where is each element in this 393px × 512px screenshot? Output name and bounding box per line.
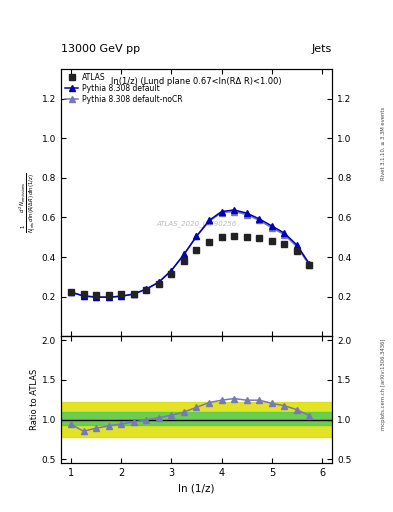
ATLAS [156, 281, 161, 287]
ATLAS [282, 241, 287, 247]
ATLAS [244, 234, 249, 240]
Pythia 8.308 default-noCR [232, 208, 237, 215]
Pythia 8.308 default [295, 242, 299, 248]
Pythia 8.308 default-noCR [282, 231, 287, 238]
Pythia 8.308 default-noCR [257, 218, 262, 224]
Text: mcplots.cern.ch [arXiv:1306.3436]: mcplots.cern.ch [arXiv:1306.3436] [381, 338, 386, 430]
ATLAS [169, 271, 174, 277]
Pythia 8.308 default [131, 291, 136, 297]
Y-axis label: $\frac{1}{N_{\rm jets}}\frac{d^2 N_{\rm emissions}}{d\ln(R/\Delta R)\,d\ln(1/z)}: $\frac{1}{N_{\rm jets}}\frac{d^2 N_{\rm … [17, 173, 37, 233]
Pythia 8.308 default-noCR [94, 294, 98, 300]
Pythia 8.308 default [207, 218, 211, 224]
Pythia 8.308 default-noCR [119, 293, 123, 300]
Text: 13000 GeV pp: 13000 GeV pp [61, 44, 140, 54]
Pythia 8.308 default-noCR [307, 262, 312, 268]
Pythia 8.308 default-noCR [169, 267, 174, 273]
Pythia 8.308 default-noCR [270, 225, 274, 231]
Pythia 8.308 default [270, 223, 274, 229]
Text: ln(1/z) (Lund plane 0.67<ln(RΔ R)<1.00): ln(1/z) (Lund plane 0.67<ln(RΔ R)<1.00) [111, 77, 282, 86]
Pythia 8.308 default-noCR [219, 209, 224, 216]
ATLAS [307, 262, 312, 268]
Pythia 8.308 default [169, 267, 174, 273]
Pythia 8.308 default [94, 294, 98, 300]
Pythia 8.308 default [257, 216, 262, 222]
X-axis label: ln (1/z): ln (1/z) [178, 484, 215, 494]
Text: Rivet 3.1.10, ≥ 3.3M events: Rivet 3.1.10, ≥ 3.3M events [381, 106, 386, 180]
Pythia 8.308 default [69, 289, 73, 295]
Pythia 8.308 default-noCR [295, 244, 299, 250]
Pythia 8.308 default [81, 293, 86, 299]
Pythia 8.308 default-noCR [69, 289, 73, 295]
Pythia 8.308 default [219, 208, 224, 215]
Pythia 8.308 default-noCR [131, 291, 136, 297]
Pythia 8.308 default-noCR [244, 211, 249, 218]
Pythia 8.308 default [106, 294, 111, 300]
Line: Pythia 8.308 default-noCR: Pythia 8.308 default-noCR [68, 209, 312, 300]
ATLAS [81, 291, 86, 297]
Pythia 8.308 default [194, 233, 199, 239]
Pythia 8.308 default [244, 210, 249, 216]
Pythia 8.308 default-noCR [207, 219, 211, 225]
ATLAS [106, 292, 111, 298]
Text: ATLAS_2020_I1790256: ATLAS_2020_I1790256 [156, 221, 237, 227]
Legend: ATLAS, Pythia 8.308 default, Pythia 8.308 default-noCR: ATLAS, Pythia 8.308 default, Pythia 8.30… [63, 71, 184, 105]
Pythia 8.308 default [182, 251, 186, 258]
ATLAS [207, 239, 211, 245]
ATLAS [119, 291, 123, 297]
ATLAS [219, 234, 224, 240]
Line: ATLAS: ATLAS [68, 233, 312, 298]
Pythia 8.308 default [307, 261, 312, 267]
Pythia 8.308 default-noCR [156, 279, 161, 285]
Pythia 8.308 default-noCR [81, 293, 86, 299]
Pythia 8.308 default [144, 286, 149, 292]
ATLAS [232, 233, 237, 239]
Pythia 8.308 default [119, 293, 123, 300]
Pythia 8.308 default [282, 230, 287, 236]
ATLAS [194, 247, 199, 253]
ATLAS [270, 238, 274, 244]
ATLAS [295, 248, 299, 254]
Pythia 8.308 default-noCR [194, 233, 199, 239]
ATLAS [182, 258, 186, 264]
Pythia 8.308 default-noCR [144, 286, 149, 292]
ATLAS [94, 291, 98, 297]
ATLAS [257, 235, 262, 241]
Pythia 8.308 default [156, 279, 161, 285]
Pythia 8.308 default [232, 207, 237, 213]
Pythia 8.308 default-noCR [182, 251, 186, 258]
Pythia 8.308 default-noCR [106, 294, 111, 300]
Text: Jets: Jets [312, 44, 332, 54]
Line: Pythia 8.308 default: Pythia 8.308 default [68, 207, 312, 300]
ATLAS [144, 287, 149, 293]
ATLAS [69, 289, 73, 295]
Y-axis label: Ratio to ATLAS: Ratio to ATLAS [30, 369, 39, 431]
ATLAS [131, 291, 136, 297]
